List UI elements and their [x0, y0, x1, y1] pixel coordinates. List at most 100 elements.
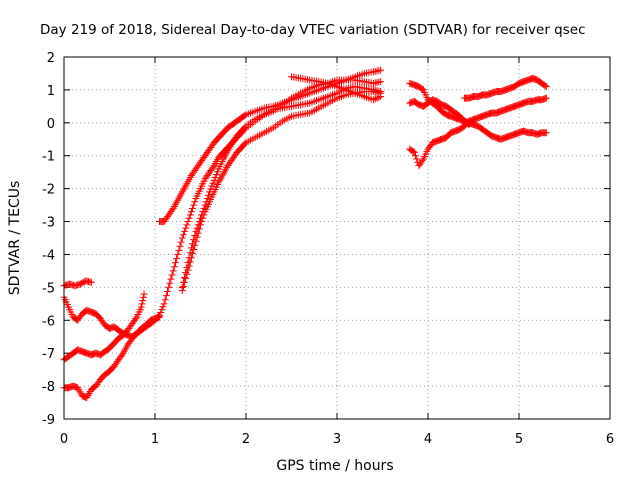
data-point — [185, 214, 193, 222]
x-tick-label: 3 — [333, 432, 341, 447]
data-point — [189, 240, 197, 248]
data-point — [177, 238, 185, 246]
y-tick-label: 1 — [47, 84, 55, 99]
data-point — [173, 255, 181, 263]
data-point — [192, 227, 200, 235]
x-tick-label: 2 — [242, 432, 250, 447]
data-point — [186, 211, 194, 219]
series-track-a — [60, 277, 95, 290]
data-point — [167, 275, 175, 283]
data-point — [161, 296, 169, 304]
data-point — [204, 191, 212, 199]
data-point — [179, 278, 187, 286]
y-tick-label: -4 — [42, 248, 55, 263]
series-track-d — [60, 313, 164, 402]
data-point — [470, 117, 477, 125]
data-point — [169, 267, 177, 275]
data-point — [168, 206, 176, 214]
y-tick-label: -7 — [42, 347, 55, 362]
data-point — [174, 250, 182, 258]
data-point — [190, 201, 198, 209]
x-tick-label: 1 — [151, 432, 159, 447]
plot-frame — [63, 56, 611, 420]
x-tick-label: 6 — [606, 432, 614, 447]
data-point — [166, 279, 174, 287]
data-point — [199, 208, 207, 216]
data-point — [156, 313, 164, 321]
data-point — [200, 204, 208, 212]
data-point — [159, 303, 167, 311]
x-tick-label: 5 — [515, 432, 523, 447]
data-point — [413, 155, 421, 163]
data-point — [157, 308, 165, 316]
data-point — [371, 95, 379, 103]
y-axis-label: SDTVAR / TECUs — [7, 181, 23, 296]
data-point — [542, 94, 550, 102]
data-point — [542, 129, 550, 137]
data-point — [158, 306, 166, 314]
data-point — [468, 118, 476, 126]
data-point — [189, 204, 197, 212]
data-point — [160, 300, 168, 308]
data-point — [214, 168, 222, 176]
data-point — [411, 152, 419, 160]
data-point — [87, 278, 95, 286]
data-point — [194, 221, 202, 229]
data-point — [187, 208, 195, 216]
data-point — [377, 78, 385, 86]
data-point — [203, 195, 211, 203]
data-point — [207, 185, 215, 193]
data-point — [209, 163, 217, 171]
data-point — [191, 198, 199, 206]
data-point — [184, 259, 192, 267]
x-tick-label: 4 — [424, 432, 432, 447]
data-point — [542, 83, 550, 91]
data-point — [183, 221, 191, 229]
series-track-c — [60, 290, 148, 364]
data-point — [164, 287, 172, 295]
chart-title: Day 219 of 2018, Sidereal Day-to-day VTE… — [40, 22, 586, 38]
data-point — [212, 171, 220, 179]
series-track-h — [288, 73, 385, 104]
y-tick-label: 0 — [47, 117, 55, 132]
data-point — [210, 176, 218, 184]
data-point — [178, 283, 186, 291]
data-point — [211, 174, 219, 182]
data-point — [178, 234, 186, 242]
series-track-j — [406, 94, 550, 170]
data-point — [190, 236, 198, 244]
data-point — [195, 218, 203, 226]
data-point — [410, 148, 418, 156]
y-tick-label: -2 — [42, 183, 55, 198]
data-point — [198, 211, 206, 219]
data-point — [139, 297, 147, 305]
data-point — [182, 224, 190, 232]
axis-ticks: 0 1 2 3 4 5 6 -9 -8 -7 -6 -5 -4 -3 -2 -1 0 1 2 — [42, 51, 614, 447]
data-point — [185, 254, 193, 262]
data-point — [201, 201, 209, 209]
y-tick-label: -8 — [42, 380, 55, 395]
data-point — [373, 94, 381, 102]
data-point — [377, 66, 385, 74]
y-tick-label: -3 — [42, 216, 55, 231]
series-track-l — [460, 74, 550, 102]
data-point — [193, 224, 201, 232]
data-point — [168, 271, 176, 279]
y-tick-label: -5 — [42, 281, 55, 296]
x-tick-label: 0 — [60, 432, 68, 447]
data-point — [208, 182, 216, 190]
data-point — [138, 300, 146, 308]
data-point — [139, 293, 147, 301]
data-point — [187, 244, 195, 252]
data-point — [179, 231, 187, 239]
data-point — [409, 148, 417, 156]
y-tick-label: -9 — [42, 413, 55, 428]
data-point — [175, 246, 183, 254]
series-track-e — [156, 66, 385, 226]
data-point — [241, 123, 249, 131]
data-markers — [60, 66, 550, 402]
y-tick-label: -6 — [42, 314, 55, 329]
data-point — [170, 263, 178, 271]
